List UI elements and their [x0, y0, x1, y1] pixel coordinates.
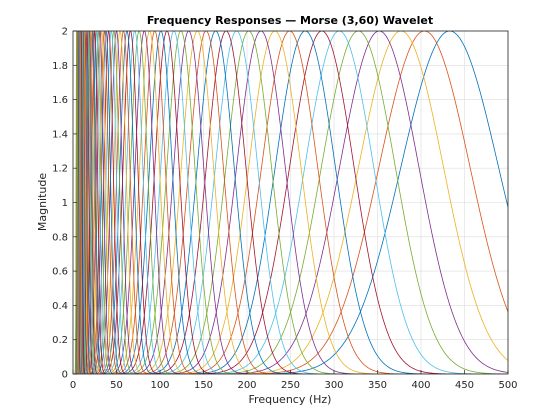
- series-line: [73, 31, 508, 374]
- y-tick-label: 1.8: [52, 61, 68, 72]
- x-tick-label: 200: [237, 380, 256, 391]
- x-tick-label: 50: [110, 380, 123, 391]
- series-line: [73, 31, 508, 374]
- axis-ticks: 0 50 100 150 200 250 300 350 400 450 500 0 0.2 0.4 0.6…: [52, 27, 517, 392]
- y-tick-label: 1.6: [52, 95, 68, 106]
- x-tick-label: 250: [281, 380, 300, 391]
- x-tick-label: 450: [455, 380, 474, 391]
- y-tick-label: 0.2: [52, 335, 68, 346]
- chart-title: Frequency Responses — Morse (3,60) Wavel…: [147, 14, 433, 27]
- y-tick-label: 0.6: [52, 267, 68, 278]
- y-tick-label: 1.4: [52, 129, 68, 140]
- y-axis-label: Magnitude: [36, 173, 49, 232]
- series-line: [73, 31, 508, 374]
- x-tick-label: 500: [498, 380, 517, 391]
- series-line: [73, 31, 508, 374]
- x-tick-label: 300: [324, 380, 343, 391]
- series-line: [73, 31, 508, 374]
- y-tick-label: 1.2: [52, 164, 68, 175]
- y-tick-label: 0: [62, 370, 68, 381]
- x-tick-label: 400: [411, 380, 430, 391]
- x-tick-label: 0: [70, 380, 76, 391]
- series-line: [73, 31, 508, 374]
- x-tick-label: 150: [194, 380, 213, 391]
- y-tick-label: 2: [62, 27, 68, 38]
- series-line: [73, 31, 508, 374]
- x-axis-label: Frequency (Hz): [249, 393, 332, 406]
- y-tick-label: 0.8: [52, 232, 68, 243]
- y-tick-label: 0.4: [52, 301, 68, 312]
- x-tick-label: 350: [368, 380, 387, 391]
- y-tick-label: 1: [62, 198, 68, 209]
- x-tick-label: 100: [150, 380, 169, 391]
